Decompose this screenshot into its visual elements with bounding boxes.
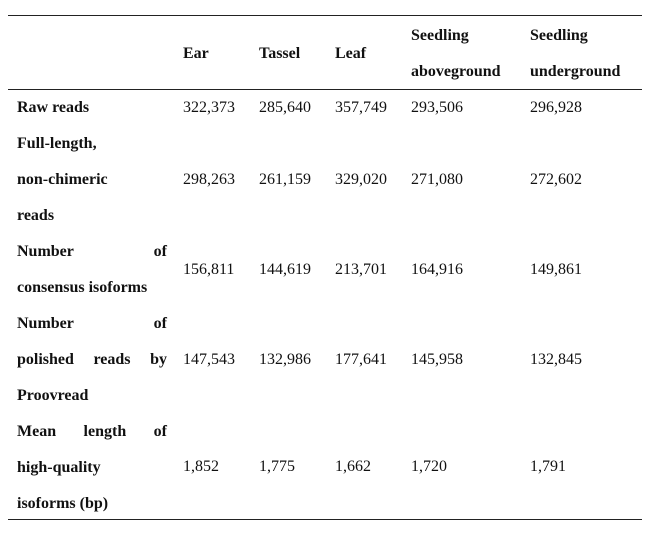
cell-polished-seedling-under: 132,845: [530, 351, 582, 368]
cell-raw-reads-seedling-under: 296,928: [530, 99, 582, 116]
table-top-rule: [8, 15, 642, 16]
row-label-line: Number of: [17, 243, 167, 261]
row-label-word: polished: [17, 351, 74, 368]
row-label-line: consensus isoforms: [17, 279, 148, 296]
row-label-word: Number: [17, 243, 74, 260]
row-label-word: of: [153, 423, 167, 440]
cell-consensus-ear: 156,811: [183, 261, 235, 278]
row-label-line: Raw reads: [17, 99, 90, 116]
cell-raw-reads-tassel: 285,640: [259, 99, 311, 116]
cell-raw-reads-seedling-above: 293,506: [411, 99, 463, 116]
row-label-word: Mean: [17, 423, 57, 440]
row-label-line: Full-length,: [17, 135, 97, 152]
row-label-line: isoforms (bp): [17, 495, 109, 512]
cell-mean-length-tassel: 1,775: [259, 458, 295, 475]
row-label-line: reads: [17, 207, 55, 224]
header-seedling-under-line1: Seedling: [530, 27, 588, 44]
row-label-word: reads: [93, 351, 131, 368]
cell-polished-seedling-above: 145,958: [411, 351, 463, 368]
cell-mean-length-ear: 1,852: [183, 458, 219, 475]
header-seedling-above-line2: aboveground: [411, 63, 501, 80]
cell-consensus-seedling-under: 149,861: [530, 261, 582, 278]
row-label-word: of: [153, 315, 167, 332]
header-leaf: Leaf: [335, 45, 367, 62]
cell-mean-length-seedling-above: 1,720: [411, 458, 447, 475]
cell-full-length-seedling-above: 271,080: [411, 171, 463, 188]
row-label-word: Number: [17, 315, 74, 332]
cell-consensus-tassel: 144,619: [259, 261, 311, 278]
table-header-rule: [8, 89, 642, 90]
cell-polished-ear: 147,543: [183, 351, 235, 368]
header-ear: Ear: [183, 45, 209, 62]
cell-full-length-tassel: 261,159: [259, 171, 311, 188]
header-seedling-above-line1: Seedling: [411, 27, 469, 44]
cell-full-length-leaf: 329,020: [335, 171, 387, 188]
cell-polished-leaf: 177,641: [335, 351, 387, 368]
cell-full-length-seedling-under: 272,602: [530, 171, 582, 188]
cell-raw-reads-ear: 322,373: [183, 99, 235, 116]
cell-consensus-leaf: 213,701: [335, 261, 387, 278]
row-label-word: length: [83, 423, 127, 440]
row-label-line: non-chimeric: [17, 171, 108, 188]
cell-full-length-ear: 298,263: [183, 171, 235, 188]
row-label-line: high-quality: [17, 459, 101, 476]
row-label-word: by: [150, 351, 167, 368]
header-seedling-under-line2: underground: [530, 63, 621, 80]
cell-raw-reads-leaf: 357,749: [335, 99, 387, 116]
cell-consensus-seedling-above: 164,916: [411, 261, 463, 278]
row-label-line: Mean length of: [17, 423, 167, 441]
cell-mean-length-seedling-under: 1,791: [530, 458, 566, 475]
row-label-line: polished reads by: [17, 351, 167, 369]
row-label-line: Proovread: [17, 387, 89, 404]
row-label-line: Number of: [17, 315, 167, 333]
table-bottom-rule: [8, 519, 642, 520]
header-tassel: Tassel: [259, 45, 301, 62]
cell-mean-length-leaf: 1,662: [335, 458, 371, 475]
row-label-word: of: [153, 243, 167, 260]
cell-polished-tassel: 132,986: [259, 351, 311, 368]
